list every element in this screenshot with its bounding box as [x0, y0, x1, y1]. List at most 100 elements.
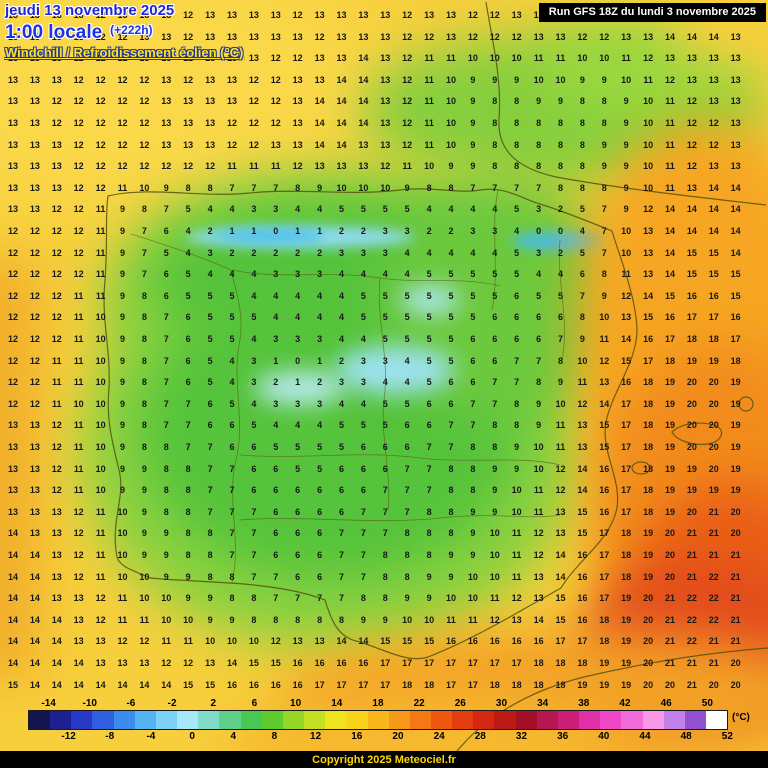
colorbar-segment: [113, 711, 135, 729]
grid-value: 21: [730, 614, 741, 625]
grid-value: 9: [141, 528, 147, 539]
grid-value: 9: [623, 182, 629, 193]
internal-borders: [130, 189, 565, 584]
colorbar-label: 20: [392, 731, 404, 742]
grid-value: 15: [424, 636, 435, 647]
grid-value: 8: [163, 463, 169, 474]
grid-value: 12: [643, 53, 654, 64]
grid-value: 7: [141, 269, 147, 280]
grid-value: 13: [7, 506, 18, 517]
grid-value: 4: [338, 290, 344, 301]
grid-value: 8: [426, 506, 432, 517]
unit-label: (°C): [732, 712, 750, 723]
grid-value: 22: [708, 593, 719, 604]
grid-value: 2: [229, 247, 235, 258]
grid-value: 18: [599, 614, 610, 625]
grid-value: 13: [599, 377, 610, 388]
grid-value: 11: [424, 53, 434, 64]
grid-value: 5: [229, 334, 235, 344]
grid-value: 21: [708, 658, 719, 668]
grid-value: 4: [338, 334, 344, 344]
grid-value: 8: [536, 139, 542, 150]
grid-value: 2: [448, 226, 454, 236]
grid-value: 14: [577, 485, 588, 496]
grid-value: 12: [7, 398, 18, 409]
grid-value: 11: [402, 161, 412, 172]
grid-value: 10: [467, 571, 478, 582]
grid-value: 13: [643, 269, 654, 280]
grid-value: 5: [514, 204, 520, 215]
grid-value: 5: [448, 312, 454, 323]
grid-value: 10: [139, 571, 150, 582]
grid-value: 3: [273, 398, 279, 409]
grid-value: 14: [29, 571, 40, 582]
grid-value: 19: [599, 679, 610, 690]
grid-value: 9: [119, 247, 125, 258]
grid-value: 4: [295, 290, 301, 301]
grid-value: 7: [207, 506, 213, 517]
grid-value: 9: [119, 269, 125, 280]
grid-value: 9: [514, 442, 520, 452]
colorbar-label: 8: [271, 731, 278, 742]
grid-value: 5: [207, 312, 213, 323]
grid-value: 20: [664, 528, 675, 539]
grid-value: 1: [273, 355, 279, 366]
grid-value: 14: [686, 31, 697, 42]
grid-value: 4: [360, 398, 366, 409]
grid-value: 12: [402, 139, 413, 150]
grid-value: 13: [226, 96, 237, 107]
grid-value: 4: [404, 377, 410, 388]
grid-value: 11: [73, 442, 84, 452]
grid-value: 1: [229, 226, 235, 236]
grid-value: 7: [251, 550, 257, 560]
grid-value: 13: [51, 593, 62, 604]
grid-value: 13: [73, 636, 84, 647]
grid-value: 12: [117, 161, 128, 172]
grid-value: 14: [314, 139, 325, 150]
grid-value: 11: [117, 593, 128, 604]
grid-value: 3: [360, 377, 366, 388]
grid-value: 17: [380, 658, 391, 668]
grid-value: 14: [708, 182, 719, 193]
grid-value: 21: [708, 550, 719, 560]
grid-value: 20: [643, 679, 654, 690]
grid-value: 13: [7, 463, 18, 474]
grid-value: 9: [119, 442, 125, 452]
grid-value: 8: [492, 442, 498, 452]
grid-value: 6: [273, 506, 279, 517]
grid-value: 12: [7, 226, 18, 236]
grid-value: 18: [402, 679, 413, 690]
grid-value: 7: [251, 182, 257, 193]
colorbar-scale: [28, 710, 728, 730]
grid-value: 4: [229, 355, 235, 366]
grid-value: 15: [577, 506, 588, 517]
grid-value: 13: [730, 139, 741, 150]
grid-value: 8: [141, 442, 147, 452]
grid-value: 7: [557, 334, 563, 344]
grid-value: 13: [336, 161, 347, 172]
grid-value: 12: [599, 355, 610, 366]
grid-value: 14: [73, 658, 84, 668]
grid-value: 7: [229, 506, 235, 517]
colorbar-label: -6: [126, 698, 136, 709]
grid-value: 19: [643, 571, 654, 582]
grid-value: 13: [226, 10, 237, 20]
grid-value: 11: [95, 290, 106, 301]
grid-value: 12: [95, 74, 106, 85]
grid-value: 12: [686, 118, 697, 128]
grid-value: 6: [163, 269, 169, 280]
grid-value: 9: [579, 74, 585, 85]
grid-value: 11: [73, 377, 84, 388]
grid-value: 12: [51, 204, 62, 215]
grid-value: 6: [338, 485, 344, 496]
grid-value: 13: [29, 53, 40, 64]
time-line: 1:00 locale: [5, 21, 103, 43]
grid-value: 14: [7, 528, 18, 539]
grid-value: 12: [599, 31, 610, 42]
grid-value: 8: [141, 355, 147, 366]
grid-value: 4: [536, 269, 542, 280]
grid-value: 8: [426, 550, 432, 560]
